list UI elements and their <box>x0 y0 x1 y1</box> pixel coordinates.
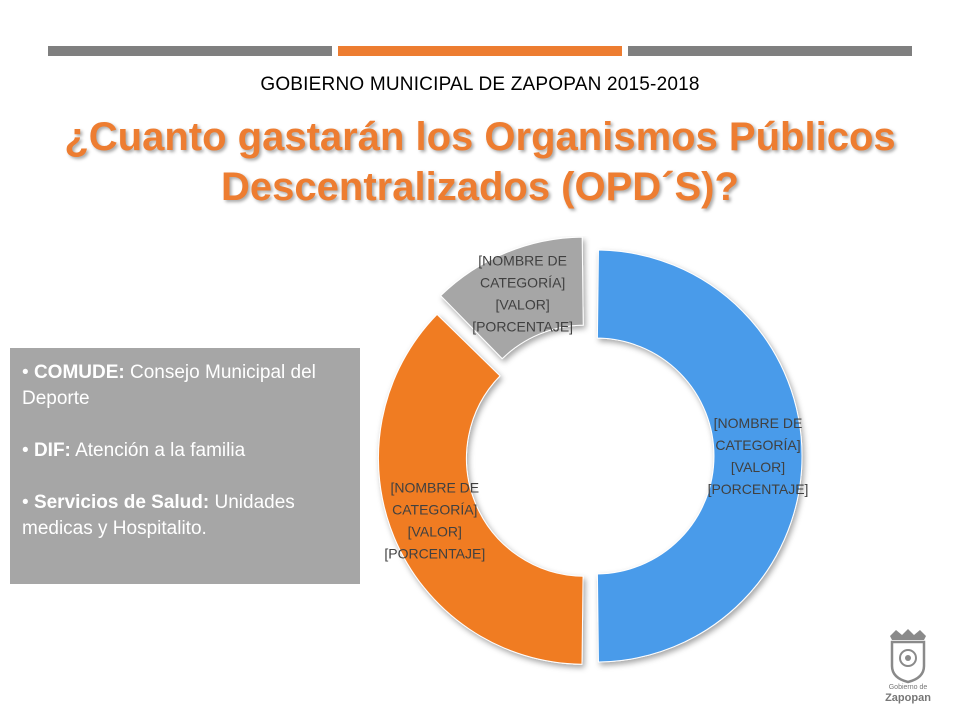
zapopan-crest-icon <box>890 629 926 684</box>
slice-label-line: CATEGORÍA] <box>715 437 800 453</box>
slice-label-line: [NOMBRE DE <box>478 252 567 268</box>
slice-label-line: [VALOR] <box>731 459 785 475</box>
logo-main-text: Zapopan <box>885 692 931 704</box>
header-text: GOBIERNO MUNICIPAL DE ZAPOPAN 2015-2018 <box>260 74 700 95</box>
page-title: ¿Cuanto gastarán los Organismos Públicos… <box>30 112 930 212</box>
donut-chart: [NOMBRE DE CATEGORÍA] [VALOR] [PORCENTAJE][… <box>378 236 809 665</box>
slice-label-line: [NOMBRE DE <box>390 479 479 495</box>
info-term: COMUDE: <box>33 362 125 383</box>
donut-slice-0 <box>596 249 803 663</box>
opd-info-box: • COMUDE: Consejo Municipal del Deporte … <box>10 348 360 584</box>
slice-label-2: [NOMBRE DE CATEGORÍA] [VALOR] [PORCENTAJE] <box>472 252 573 334</box>
info-item-comude: • COMUDE: Consejo Municipal del Deporte <box>22 362 316 409</box>
info-item-salud: • Servicios de Salud: Unidades medicas y… <box>22 492 295 539</box>
top-bar-gray-right <box>628 46 912 56</box>
info-desc: Atención a la familia <box>70 440 246 461</box>
zapopan-logo: Gobierno de Zapopan <box>876 626 940 708</box>
slice-label-line: [VALOR] <box>496 296 550 312</box>
info-desc: Consejo Municipal del Deporte <box>22 362 316 409</box>
title-line-2: Descentralizados (OPD´S)? <box>221 165 739 209</box>
slice-label-line: [PORCENTAJE] <box>384 545 485 561</box>
slice-label-line: [VALOR] <box>408 523 462 539</box>
info-desc: Unidades medicas y Hospitalito. <box>22 492 295 539</box>
slice-label-0: [NOMBRE DE CATEGORÍA] [VALOR] [PORCENTAJE] <box>708 415 809 497</box>
info-term: DIF: <box>33 440 71 461</box>
slice-label-line: [NOMBRE DE <box>714 415 803 431</box>
slice-label-line: [PORCENTAJE] <box>708 481 809 497</box>
slice-label-1: [NOMBRE DE CATEGORÍA] [VALOR] [PORCENTAJE] <box>384 479 485 561</box>
top-bar-gray-left <box>48 46 332 56</box>
logo-small-text: Gobierno de <box>888 684 928 691</box>
info-term: Servicios de Salud: <box>33 492 210 513</box>
slice-label-line: [PORCENTAJE] <box>472 318 573 334</box>
info-item-dif: • DIF: Atención a la familia <box>22 440 246 461</box>
top-bar-orange <box>338 46 622 56</box>
donut-slice-2 <box>440 236 584 360</box>
donut-slice-1 <box>378 313 584 665</box>
title-line-1: ¿Cuanto gastarán los Organismos Públicos <box>64 115 896 159</box>
slice-label-line: CATEGORÍA] <box>392 501 477 517</box>
slice-label-line: CATEGORÍA] <box>480 274 565 290</box>
